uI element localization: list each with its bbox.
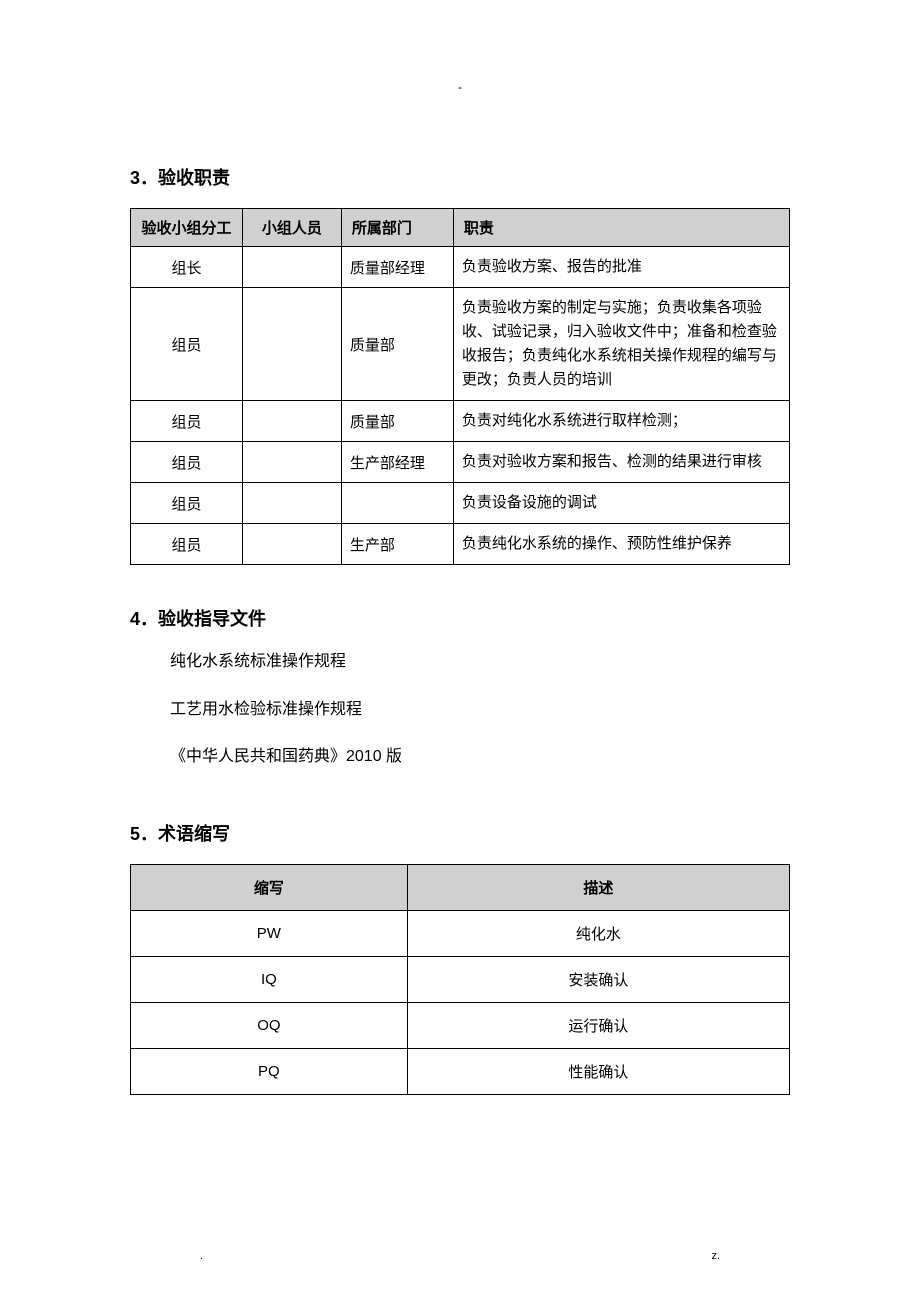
cell-abbr: PQ [131, 1048, 408, 1094]
table-row: PQ 性能确认 [131, 1048, 790, 1094]
cell-abbr: OQ [131, 1002, 408, 1048]
section4-heading: 4．验收指导文件 [130, 605, 790, 631]
header-abbr: 缩写 [131, 864, 408, 910]
cell-department: 质量部 [341, 401, 453, 442]
cell-abbr: PW [131, 910, 408, 956]
cell-division: 组员 [131, 401, 243, 442]
responsibility-table: 验收小组分工 小组人员 所属部门 职责 组长 质量部经理 负责验收方案、报告的批… [130, 208, 790, 565]
cell-desc: 性能确认 [407, 1048, 789, 1094]
cell-responsibility: 负责验收方案的制定与实施；负责收集各项验收、试验记录，归入验收文件中；准备和检查… [453, 288, 789, 401]
cell-desc: 运行确认 [407, 1002, 789, 1048]
cell-department [341, 483, 453, 524]
cell-personnel [243, 442, 342, 483]
cell-abbr: IQ [131, 956, 408, 1002]
guide-document-list: 纯化水系统标准操作规程 工艺用水检验标准操作规程 《中华人民共和国药典》2010… [170, 649, 790, 770]
cell-division: 组员 [131, 524, 243, 565]
cell-responsibility: 负责设备设施的调试 [453, 483, 789, 524]
table-row: IQ 安装确认 [131, 956, 790, 1002]
header-department: 所属部门 [341, 209, 453, 247]
footer-left: . [200, 1250, 203, 1262]
cell-personnel [243, 247, 342, 288]
cell-division: 组长 [131, 247, 243, 288]
page-footer: . z. [0, 1250, 920, 1262]
cell-desc: 纯化水 [407, 910, 789, 956]
cell-division: 组员 [131, 483, 243, 524]
section3-heading: 3．验收职责 [130, 164, 790, 190]
header-desc: 描述 [407, 864, 789, 910]
table-row: 组员 生产部经理 负责对验收方案和报告、检测的结果进行审核 [131, 442, 790, 483]
cell-personnel [243, 288, 342, 401]
cell-desc: 安装确认 [407, 956, 789, 1002]
guide-item: 纯化水系统标准操作规程 [170, 649, 790, 675]
table-row: 组员 质量部 负责验收方案的制定与实施；负责收集各项验收、试验记录，归入验收文件… [131, 288, 790, 401]
header-personnel: 小组人员 [243, 209, 342, 247]
cell-department: 生产部经理 [341, 442, 453, 483]
cell-personnel [243, 524, 342, 565]
guide-item: 《中华人民共和国药典》2010 版 [170, 744, 790, 770]
footer-right: z. [711, 1250, 720, 1262]
cell-department: 生产部 [341, 524, 453, 565]
table-row: 组员 生产部 负责纯化水系统的操作、预防性维护保养 [131, 524, 790, 565]
table-header-row: 验收小组分工 小组人员 所属部门 职责 [131, 209, 790, 247]
table-row: 组员 质量部 负责对纯化水系统进行取样检测； [131, 401, 790, 442]
abbreviation-table: 缩写 描述 PW 纯化水 IQ 安装确认 OQ 运行确认 PQ 性能确认 [130, 864, 790, 1095]
table-row: 组长 质量部经理 负责验收方案、报告的批准 [131, 247, 790, 288]
cell-division: 组员 [131, 288, 243, 401]
cell-personnel [243, 483, 342, 524]
cell-department: 质量部 [341, 288, 453, 401]
section5-heading: 5．术语缩写 [130, 820, 790, 846]
top-marker: - [130, 80, 790, 94]
table-row: PW 纯化水 [131, 910, 790, 956]
guide-item: 工艺用水检验标准操作规程 [170, 697, 790, 723]
cell-responsibility: 负责验收方案、报告的批准 [453, 247, 789, 288]
cell-responsibility: 负责纯化水系统的操作、预防性维护保养 [453, 524, 789, 565]
cell-responsibility: 负责对纯化水系统进行取样检测； [453, 401, 789, 442]
cell-responsibility: 负责对验收方案和报告、检测的结果进行审核 [453, 442, 789, 483]
cell-department: 质量部经理 [341, 247, 453, 288]
header-responsibility: 职责 [453, 209, 789, 247]
cell-personnel [243, 401, 342, 442]
cell-division: 组员 [131, 442, 243, 483]
table-row: 组员 负责设备设施的调试 [131, 483, 790, 524]
header-division: 验收小组分工 [131, 209, 243, 247]
table-header-row: 缩写 描述 [131, 864, 790, 910]
table-row: OQ 运行确认 [131, 1002, 790, 1048]
